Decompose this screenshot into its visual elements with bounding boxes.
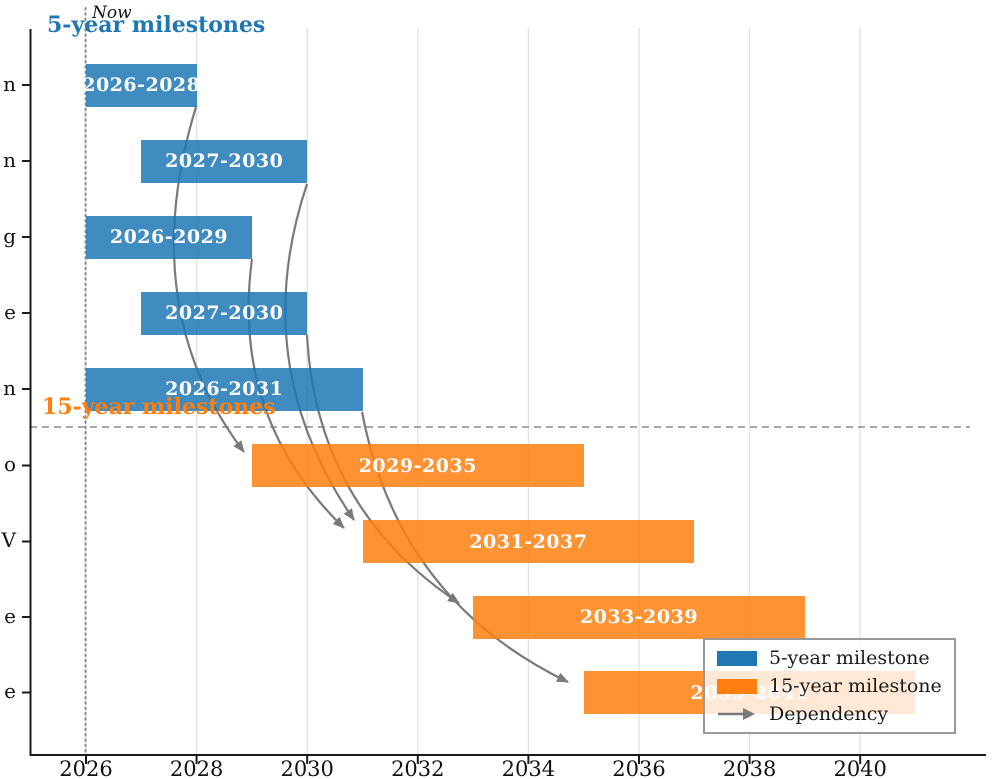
bar-label: 2027-2030 (165, 302, 284, 324)
gantt-bar-15yr-3: 2033-2039 (473, 595, 805, 639)
x-tick-marks (85, 755, 862, 764)
bar-label: 2026-2029 (109, 226, 229, 248)
x-tick-label: 2034 (501, 757, 556, 779)
bar-label: 2026-2031 (165, 378, 284, 400)
x-tick-label: 2040 (833, 757, 887, 779)
gantt-bar-5yr-2: 2027-2030 (141, 139, 308, 183)
bar-label: 2031-2037 (469, 530, 588, 553)
section-title-15yr: 15-year milestones (42, 394, 276, 420)
gantt-bar-5yr-4: 2027-2030 (141, 291, 308, 335)
legend-label: 15-year milestone (769, 675, 942, 697)
x-tick-label: 2032 (391, 757, 445, 779)
x-tick-label: 2038 (722, 757, 777, 779)
gantt-bar-5yr-3: 2026-2029 (86, 215, 252, 259)
orange-bar-swatch-icon (717, 678, 757, 694)
y-axis-label: n (3, 72, 16, 96)
gantt-bar-15yr-2: 2031-2037 (362, 520, 695, 563)
y-tick-marks (22, 84, 30, 694)
legend-label: Dependency (769, 703, 889, 725)
y-axis-label: e (4, 604, 16, 628)
x-tick-label: 2028 (169, 757, 224, 779)
y-axis-label: e (4, 679, 16, 703)
legend-label: 5-year milestone (769, 647, 930, 669)
legend-item-dependency: Dependency (705, 703, 954, 725)
legend-item-15yr: 15-year milestone (705, 675, 954, 697)
bar-label: 2026-2028 (82, 74, 201, 96)
y-axis-label: n (3, 148, 16, 172)
bar-label: 2029-2035 (358, 454, 477, 477)
dependency-arrow-icon (718, 708, 755, 720)
section-title-5yr: 5-year milestones (47, 12, 266, 38)
gantt-bar-15yr-1: 2029-2035 (251, 444, 584, 487)
bar-label: 2033-2039 (579, 606, 699, 628)
bar-label: 2027-2030 (165, 150, 284, 172)
x-tick-label: 2036 (612, 757, 666, 779)
y-axis-label: g (3, 224, 16, 248)
legend-item-5yr: 5-year milestone (705, 647, 954, 669)
x-tick-label: 2030 (280, 757, 334, 779)
now-label: Now (92, 3, 132, 23)
y-axis-label: o (3, 452, 16, 476)
gantt-bar-5yr-5: 2026-2031 (86, 367, 363, 411)
gantt-bar-5yr-1: 2026-2028 (82, 63, 200, 107)
blue-bar-swatch-icon (717, 650, 757, 666)
y-axis-label: V (1, 528, 16, 552)
legend: 5-year milestone 15-year milestone Depen… (703, 638, 956, 734)
y-axis-label: e (4, 300, 16, 324)
y-axis-label: n (3, 376, 16, 400)
x-tick-label: 2026 (59, 757, 113, 779)
